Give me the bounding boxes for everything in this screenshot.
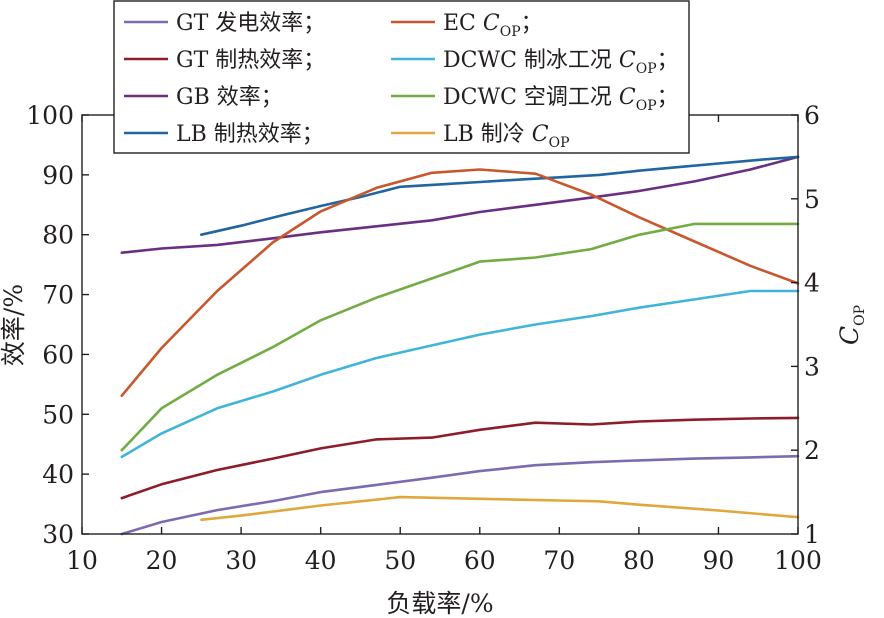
y-axis-right-title-sub: OP [852,305,868,326]
x-tick-label: 20 [146,546,178,575]
x-tick-label: 60 [464,546,496,575]
legend-label-8: LB 制冷 COP [443,122,570,151]
y-right-tick-label: 3 [804,352,820,381]
plot-frame [81,114,799,535]
legend-label-5: EC COP； [443,11,543,40]
legend-label-6: DCWC 制冰工况 COP； [443,48,679,77]
series-line-8 [200,495,800,522]
x-tick-label: 10 [66,546,98,575]
y-axis-left: 30 40 50 60 70 80 90 100 [26,101,89,549]
series-line-6 [120,289,800,459]
y-axis-left-title: 效率/% [0,284,28,366]
series-line-5 [120,168,800,398]
y-axis-right-title: COP [835,305,868,345]
y-axis-right-title-main: C [835,326,864,345]
y-right-tick-label: 2 [804,436,820,465]
legend: GT 发电效率； GT 制热效率； GB 效率； LB 制热效率； EC COP； DCW… [113,0,690,154]
y-right-tick-label: 4 [804,269,820,298]
x-tick-label: 50 [384,546,416,575]
x-tick-label: 80 [623,546,655,575]
y-right-tick-label: 5 [804,185,820,214]
x-axis: 10 20 30 40 50 60 70 80 90 100 [66,115,822,575]
legend-label-1: GT 发电效率； [176,11,325,36]
series-line-2 [120,416,800,500]
legend-label-4: LB 制热效率； [176,122,324,147]
x-tick-label: 100 [774,546,822,575]
y-left-tick-label: 90 [42,161,74,190]
series-line-7 [120,222,800,452]
series-layer [120,155,800,536]
x-axis-title: 负载率/% [386,589,493,618]
x-tick-label: 30 [225,546,257,575]
legend-box [113,0,690,154]
y-left-tick-label: 70 [42,281,74,310]
y-left-tick-label: 40 [42,460,74,489]
series-line-3 [120,155,800,254]
y-right-tick-label: 6 [804,101,820,130]
series-line-1 [120,454,800,536]
y-axis-right: 1 2 3 4 5 6 [791,101,820,549]
legend-label-7: DCWC 空调工况 COP； [443,85,679,114]
y-left-tick-label: 50 [42,400,74,429]
x-tick-label: 70 [543,546,575,575]
legend-items: GT 发电效率； GT 制热效率； GB 效率； LB 制热效率； EC COP； DCW… [124,11,679,151]
legend-label-3: GB 效率； [176,85,283,110]
y-left-tick-label: 60 [42,340,74,369]
x-tick-label: 90 [703,546,735,575]
legend-label-2: GT 制热效率； [176,48,325,73]
y-left-tick-label: 80 [42,221,74,250]
x-tick-label: 40 [305,546,337,575]
y-left-tick-label: 100 [26,101,74,130]
y-right-tick-label: 1 [804,520,820,549]
series-line-4 [200,155,800,236]
y-left-tick-label: 30 [42,520,74,549]
